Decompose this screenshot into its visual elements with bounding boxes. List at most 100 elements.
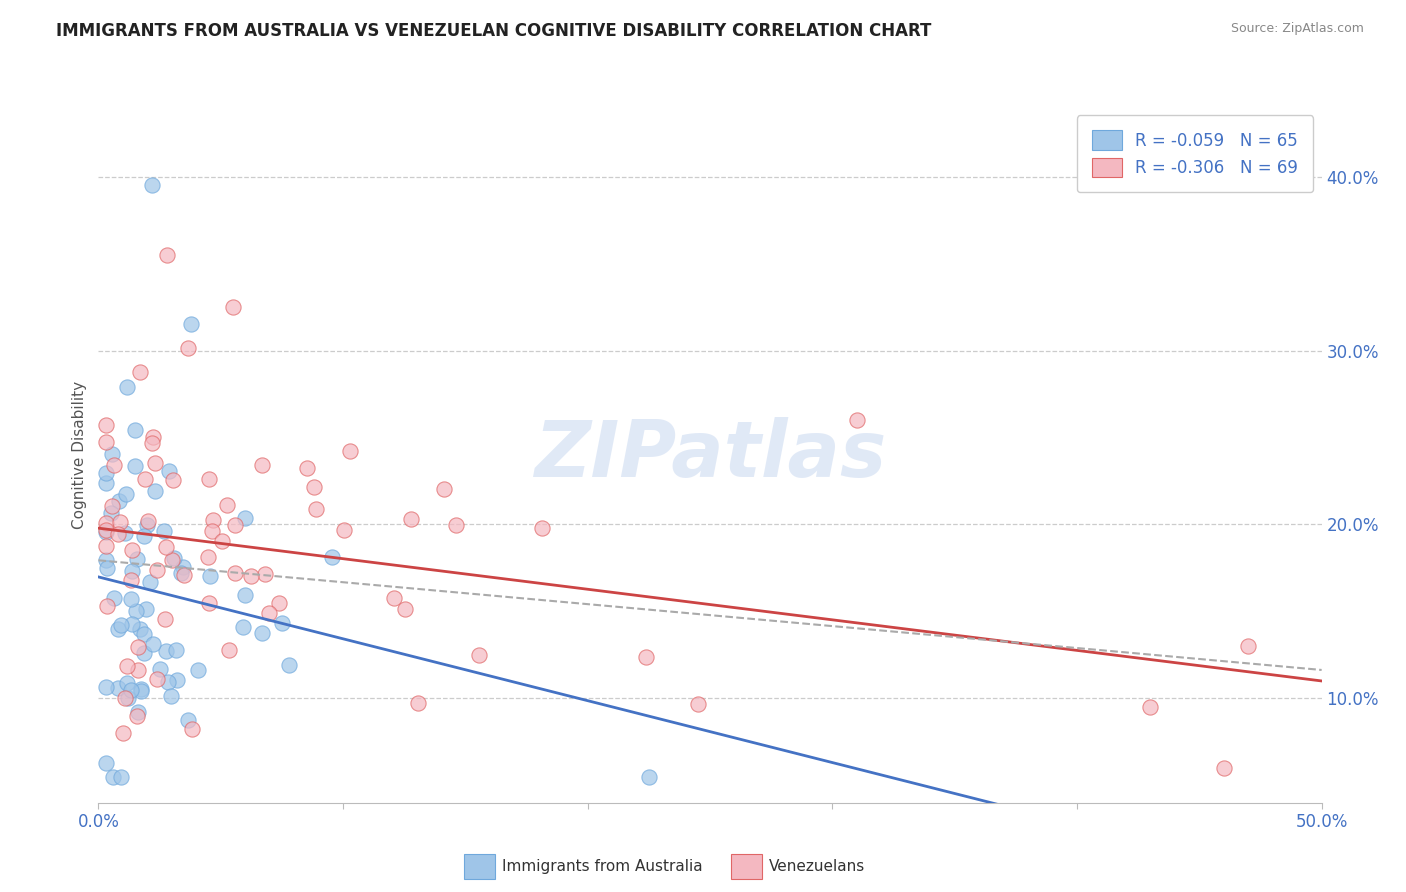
Point bbox=[156, 248, 179, 262]
Point bbox=[96, 599, 118, 613]
Point bbox=[165, 643, 187, 657]
Point bbox=[120, 683, 142, 698]
Point bbox=[94, 539, 117, 553]
Point bbox=[103, 591, 125, 605]
Point bbox=[222, 300, 245, 314]
Point bbox=[233, 510, 256, 524]
Point bbox=[96, 524, 118, 538]
Point bbox=[107, 622, 129, 636]
Point bbox=[1237, 639, 1260, 653]
Point bbox=[101, 770, 124, 784]
Point bbox=[638, 770, 661, 784]
Point bbox=[108, 493, 131, 508]
Point bbox=[321, 549, 343, 564]
Point bbox=[157, 464, 180, 478]
Point bbox=[143, 456, 166, 470]
Text: Immigrants from Australia: Immigrants from Australia bbox=[502, 859, 703, 873]
Point bbox=[101, 500, 124, 514]
Point bbox=[224, 566, 246, 580]
Point bbox=[173, 568, 195, 582]
Point bbox=[254, 567, 277, 582]
Text: ZIPatlas: ZIPatlas bbox=[534, 417, 886, 493]
Point bbox=[267, 596, 290, 610]
Point bbox=[153, 524, 176, 538]
Point bbox=[406, 696, 429, 710]
Point bbox=[103, 458, 125, 473]
Point bbox=[110, 770, 132, 784]
Point bbox=[115, 658, 138, 673]
Point bbox=[132, 626, 155, 640]
Point bbox=[156, 675, 179, 690]
Point bbox=[166, 673, 188, 687]
Point bbox=[141, 436, 163, 450]
Point bbox=[94, 680, 117, 694]
Point bbox=[531, 521, 554, 535]
Point bbox=[304, 502, 326, 516]
Point bbox=[401, 512, 423, 526]
Point bbox=[94, 516, 117, 530]
Point bbox=[239, 568, 262, 582]
Point bbox=[134, 472, 156, 486]
Point bbox=[120, 592, 142, 607]
Point bbox=[125, 604, 148, 618]
Point bbox=[686, 697, 709, 711]
Point bbox=[845, 413, 868, 427]
Point bbox=[94, 524, 117, 539]
Point bbox=[115, 487, 138, 501]
Point bbox=[177, 713, 200, 727]
Point bbox=[200, 524, 222, 539]
Point bbox=[107, 681, 129, 696]
Point bbox=[121, 543, 143, 558]
Point bbox=[94, 756, 117, 771]
Point bbox=[120, 573, 142, 587]
Point bbox=[114, 526, 136, 541]
Point bbox=[636, 649, 658, 664]
Point bbox=[197, 549, 219, 564]
Point bbox=[142, 430, 165, 444]
Point bbox=[94, 418, 117, 433]
Point bbox=[146, 563, 169, 577]
Point bbox=[108, 515, 131, 529]
Point bbox=[142, 637, 165, 651]
Point bbox=[215, 498, 238, 512]
Point bbox=[141, 178, 163, 193]
Point bbox=[114, 690, 136, 705]
Point bbox=[121, 564, 143, 578]
Point bbox=[124, 423, 146, 437]
Point bbox=[198, 568, 221, 582]
Point bbox=[149, 662, 172, 676]
Point bbox=[136, 515, 159, 529]
Point bbox=[382, 591, 405, 605]
Point bbox=[177, 341, 200, 355]
Point bbox=[172, 560, 194, 574]
Point bbox=[302, 480, 325, 494]
Point bbox=[110, 618, 132, 632]
Point bbox=[145, 672, 167, 686]
Point bbox=[124, 459, 146, 474]
Text: Source: ZipAtlas.com: Source: ZipAtlas.com bbox=[1230, 22, 1364, 36]
Point bbox=[155, 540, 177, 554]
Point bbox=[101, 447, 124, 461]
Point bbox=[180, 318, 202, 332]
Point bbox=[218, 643, 240, 657]
Point bbox=[187, 664, 209, 678]
Point bbox=[117, 690, 139, 705]
Point bbox=[143, 483, 166, 498]
Point bbox=[211, 533, 233, 548]
Legend: R = -0.059   N = 65, R = -0.306   N = 69: R = -0.059 N = 65, R = -0.306 N = 69 bbox=[1077, 115, 1313, 192]
Point bbox=[125, 551, 148, 566]
Point bbox=[198, 596, 221, 610]
Point bbox=[1139, 700, 1161, 714]
Point bbox=[127, 708, 149, 723]
Point bbox=[115, 676, 138, 690]
Point bbox=[394, 602, 416, 616]
Point bbox=[94, 553, 117, 567]
Point bbox=[277, 657, 299, 672]
Point bbox=[232, 620, 254, 634]
Point bbox=[132, 647, 155, 661]
Point bbox=[153, 612, 176, 626]
Point bbox=[170, 566, 193, 580]
Point bbox=[127, 663, 149, 677]
Point bbox=[333, 523, 356, 537]
Point bbox=[94, 466, 117, 480]
